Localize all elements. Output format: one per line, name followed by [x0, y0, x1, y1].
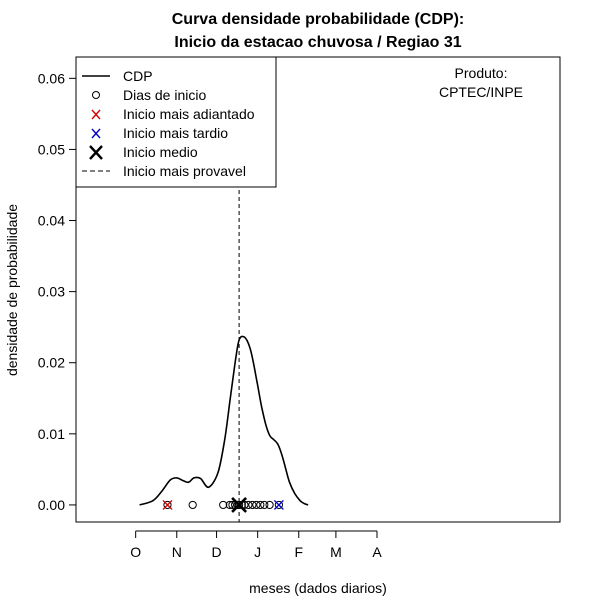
credit-line-1: Produto:: [455, 65, 508, 81]
x-tick-label: A: [372, 544, 382, 560]
onset-day-point: [225, 500, 234, 510]
y-tick-label: 0.02: [38, 355, 65, 371]
onset-day-point: [252, 500, 261, 510]
x-tick-label: M: [330, 544, 342, 560]
onset-day-point: [265, 500, 274, 510]
chart-title-line-1: Curva densidade probabilidade (CDP):: [172, 11, 464, 28]
cdp-curve: [139, 335, 309, 506]
y-tick-label: 0.05: [38, 141, 65, 157]
inicio-mais-tardio-marker: [273, 499, 284, 510]
y-axis: 0.00 0.01 0.02 0.03 0.04 0.05 0.06: [38, 70, 76, 513]
y-axis-label: densidade de probabilidade: [4, 204, 20, 376]
onset-markers: [162, 497, 284, 513]
y-tick-label: 0.00: [38, 497, 65, 513]
chart-title-line-2: Inicio da estacao chuvosa / Regiao 31: [174, 34, 461, 51]
legend-red-x-icon: [91, 109, 101, 120]
credit-line-2: CPTEC/INPE: [439, 84, 523, 100]
onset-day-point: [248, 500, 257, 510]
legend-label-tardio: Inicio mais tardio: [123, 125, 228, 141]
onset-day-point: [274, 500, 283, 510]
onset-day-point: [163, 500, 172, 510]
legend-blue-x-icon: [91, 128, 101, 139]
legend-label-medio: Inicio medio: [123, 144, 198, 160]
inicio-mais-adiantado-marker: [162, 499, 173, 510]
plot-frame: [75, 56, 561, 523]
legend: CDP Dias de inicio Inicio mais adiantado…: [75, 56, 277, 188]
y-tick-label: 0.03: [38, 284, 65, 300]
y-tick-label: 0.06: [38, 70, 65, 86]
onset-day-point: [235, 500, 244, 510]
onset-day-point: [219, 500, 228, 510]
x-tick-label: O: [130, 544, 141, 560]
legend-label-provavel: Inicio mais provavel: [123, 163, 246, 179]
x-tick-label: D: [211, 544, 221, 560]
onset-day-point: [228, 500, 237, 510]
x-axis-label: meses (dados diarios): [249, 580, 387, 596]
x-tick-label: F: [294, 544, 303, 560]
y-tick-label: 0.04: [38, 213, 65, 229]
onset-day-point: [244, 500, 253, 510]
x-tick-label: N: [172, 544, 182, 560]
onset-day-point: [188, 500, 197, 510]
legend-black-x-icon: [89, 145, 103, 160]
x-tick-label: J: [254, 544, 261, 560]
legend-label-adiantado: Inicio mais adiantado: [123, 106, 255, 122]
legend-label-cdp: CDP: [123, 68, 153, 84]
y-tick-label: 0.01: [38, 426, 65, 442]
legend-circle-icon: [92, 91, 100, 99]
onset-day-point: [256, 500, 265, 510]
inicio-medio-marker: [231, 497, 248, 513]
legend-box: [75, 56, 277, 188]
onset-day-point: [260, 500, 269, 510]
dias-de-inicio-points: [163, 500, 283, 510]
legend-label-dias: Dias de inicio: [123, 87, 206, 103]
